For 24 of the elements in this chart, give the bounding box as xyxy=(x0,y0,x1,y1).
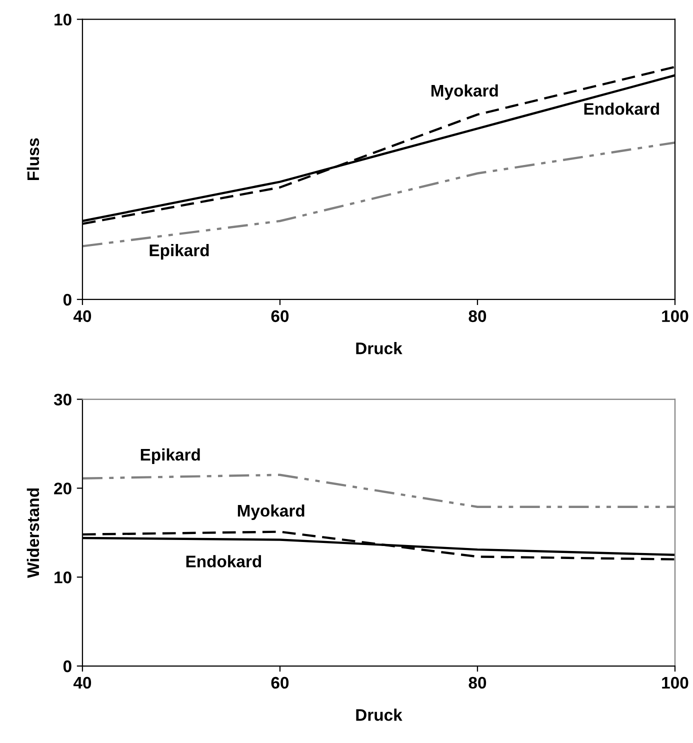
x-tick-label: 60 xyxy=(271,310,289,322)
y-axis-title: Fluss xyxy=(26,138,40,180)
x-axis-title: Druck xyxy=(356,708,402,721)
y-tick-label: 0 xyxy=(63,294,72,306)
series-label: Epikard xyxy=(140,448,200,464)
y-tick-label: 10 xyxy=(54,572,72,584)
x-tick-label: 60 xyxy=(271,676,289,689)
x-tick-label: 80 xyxy=(468,676,486,689)
y-tick-label: 10 xyxy=(54,14,72,26)
series-label: Endokard xyxy=(584,102,659,115)
series-label: Epikard xyxy=(150,244,209,260)
x-tick-label: 80 xyxy=(468,310,486,322)
y-tick-label: 0 xyxy=(63,660,72,672)
series-label: Myokard xyxy=(431,84,498,100)
x-tick-label: 100 xyxy=(662,676,688,689)
x-tick-label: 100 xyxy=(662,310,688,322)
series-label: Endokard xyxy=(186,555,262,568)
series-label: Myokard xyxy=(238,504,304,520)
y-axis-title: Widerstand xyxy=(26,488,40,578)
x-tick-label: 40 xyxy=(73,310,92,322)
y-tick-label: 20 xyxy=(54,482,72,494)
x-tick-label: 40 xyxy=(73,676,92,689)
x-axis-title: Druck xyxy=(356,342,402,354)
y-tick-label: 30 xyxy=(54,394,72,406)
